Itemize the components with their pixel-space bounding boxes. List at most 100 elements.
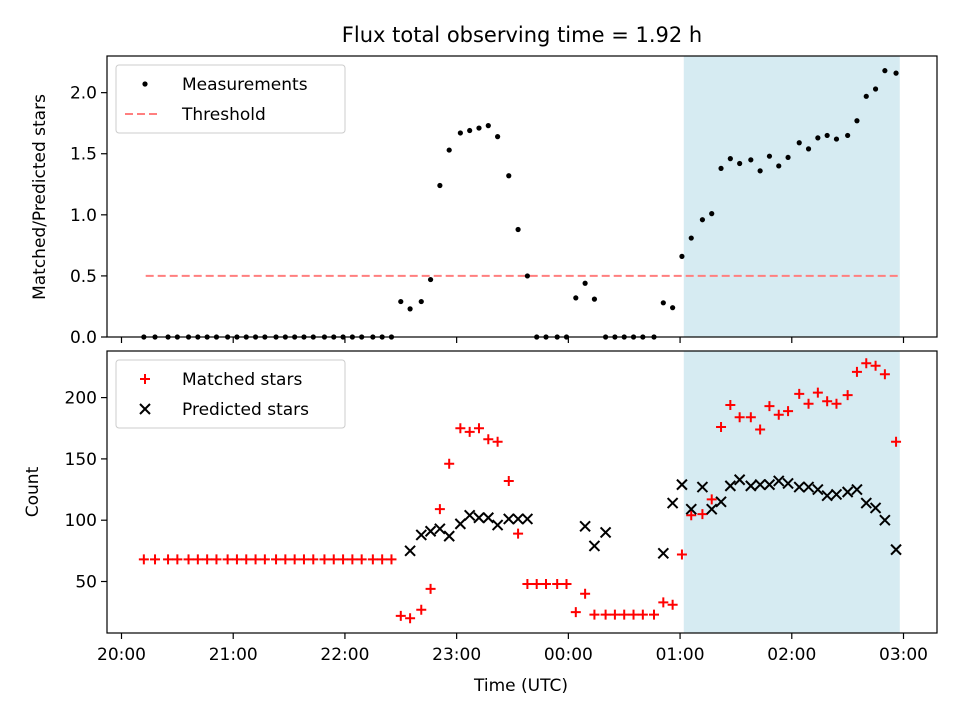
data-point-dot xyxy=(582,280,588,286)
data-point-plus xyxy=(706,494,717,505)
data-point-plus xyxy=(686,510,697,521)
data-point-plus xyxy=(794,388,805,399)
data-point-plus xyxy=(773,409,784,420)
data-point-plus xyxy=(319,554,330,565)
y-tick-label: 0.0 xyxy=(70,328,97,348)
data-point-x xyxy=(773,475,785,487)
data-point-plus xyxy=(259,554,270,565)
data-point-x xyxy=(715,496,727,508)
data-point-plus xyxy=(183,554,194,565)
data-point-x xyxy=(696,481,709,493)
legend-box xyxy=(115,64,346,134)
x-axis-label: Time (UTC) xyxy=(473,676,568,696)
data-point-dot xyxy=(515,226,521,233)
data-point-dot xyxy=(727,156,733,162)
y-ticks-top: 0.0 0.5 1.0 1.5 2.0 xyxy=(70,84,107,348)
x-tick-label: 20:00 xyxy=(97,645,146,665)
data-point-x xyxy=(763,478,776,491)
data-point-dot xyxy=(776,163,782,169)
data-point-x xyxy=(676,478,688,491)
data-point-plus xyxy=(812,387,823,398)
data-point-plus xyxy=(503,475,514,486)
y-tick-label: 2.0 xyxy=(70,84,97,104)
data-point-x xyxy=(802,481,815,493)
data-point-plus xyxy=(842,390,853,401)
data-point-dot xyxy=(785,154,791,161)
data-point-plus xyxy=(356,554,367,565)
data-point-plus xyxy=(492,436,503,447)
data-point-dot xyxy=(591,296,598,302)
data-point-plus xyxy=(150,554,161,565)
data-point-x xyxy=(821,489,833,502)
data-point-x xyxy=(793,481,805,493)
data-point-plus xyxy=(570,607,581,618)
data-point-plus xyxy=(280,554,291,565)
data-point-plus xyxy=(609,609,620,620)
data-point-plus xyxy=(580,588,591,599)
data-point-dot xyxy=(796,140,802,146)
data-point-plus xyxy=(483,434,494,445)
data-point-dot xyxy=(660,300,666,306)
data-point-plus xyxy=(455,423,466,434)
data-point-x xyxy=(745,480,757,492)
data-point-plus xyxy=(716,422,727,433)
y-axis-label-bottom: Count xyxy=(23,466,43,517)
x-tick-label: 23:00 xyxy=(432,645,481,665)
data-point-dot xyxy=(446,147,452,153)
highlight-band-top xyxy=(683,56,900,337)
data-point-dot xyxy=(709,211,715,217)
data-point-plus xyxy=(870,360,881,371)
data-point-x xyxy=(512,513,524,525)
data-point-dot xyxy=(524,273,530,279)
data-point-dot xyxy=(872,86,879,92)
data-point-x xyxy=(473,512,485,524)
count-marks xyxy=(138,358,902,624)
y-tick-label: 50 xyxy=(75,573,97,593)
y-tick-label: 0.5 xyxy=(70,267,97,287)
data-point-plus xyxy=(851,366,862,377)
data-point-plus xyxy=(367,554,378,565)
legend-swatch-plus xyxy=(140,374,150,384)
data-point-plus xyxy=(386,554,397,565)
data-point-dot xyxy=(506,173,512,179)
y-tick-label: 1.0 xyxy=(70,206,97,226)
data-point-dot xyxy=(670,305,676,311)
y-axis-label-top: Matched/Predicted stars xyxy=(30,94,50,300)
data-point-plus xyxy=(250,554,261,565)
data-point-x xyxy=(830,488,843,501)
data-point-x xyxy=(503,513,515,525)
data-point-dot xyxy=(882,68,888,74)
data-point-plus xyxy=(745,412,756,423)
data-point-plus xyxy=(879,369,890,380)
legend-label: Measurements xyxy=(182,75,308,95)
data-point-plus xyxy=(764,401,775,412)
axes-frame-bottom xyxy=(106,350,938,634)
data-point-plus xyxy=(552,578,563,589)
data-point-plus xyxy=(822,396,833,407)
data-point-dot xyxy=(573,295,579,301)
data-point-x xyxy=(434,523,446,535)
data-point-plus xyxy=(473,423,484,434)
data-point-x xyxy=(588,540,601,552)
data-point-plus xyxy=(231,554,242,565)
data-point-plus xyxy=(637,609,648,620)
data-point-plus xyxy=(405,613,416,624)
data-point-x xyxy=(879,514,891,526)
x-tick-label: 03:00 xyxy=(879,645,928,665)
data-point-plus xyxy=(328,554,339,565)
data-point-plus xyxy=(395,610,406,621)
data-point-plus xyxy=(172,554,183,565)
data-point-x xyxy=(404,545,416,557)
data-point-plus xyxy=(338,554,349,565)
data-point-x xyxy=(491,519,504,531)
data-point-dot xyxy=(854,118,860,124)
data-point-x xyxy=(424,525,437,537)
data-point-plus xyxy=(377,554,388,565)
data-point-dot xyxy=(737,160,743,167)
data-point-plus xyxy=(308,554,319,565)
data-point-dot xyxy=(824,132,830,139)
x-tick-label: 22:00 xyxy=(320,645,369,665)
data-point-plus xyxy=(755,424,766,435)
y-tick-label: 200 xyxy=(65,389,97,409)
